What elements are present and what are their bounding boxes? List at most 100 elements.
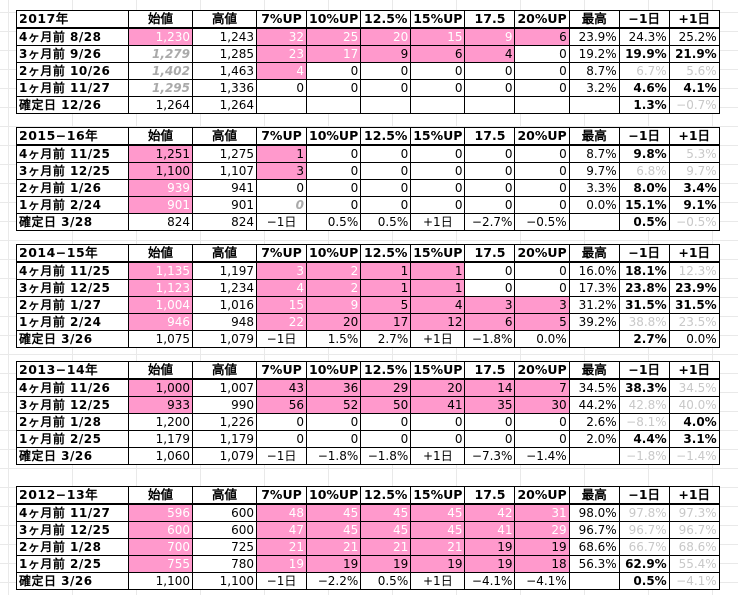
cell-up15[interactable]: +1日 [410, 447, 466, 465]
cell-max[interactable]: 17.3% [568, 279, 620, 297]
cell-high-price[interactable]: 600 [192, 521, 257, 539]
cell-high-price[interactable]: 1,264 [192, 96, 257, 114]
header-open-price[interactable]: 始値 [128, 127, 193, 146]
cell-up15[interactable]: 0 [410, 144, 466, 163]
cell-up17-5[interactable]: 0 [464, 79, 516, 97]
cell-up20[interactable]: 0 [514, 261, 570, 280]
cell-label[interactable]: 1ヶ月前 2/25 [16, 430, 129, 448]
cell-up10[interactable]: 0 [305, 196, 362, 214]
cell-up7[interactable]: 23 [256, 45, 307, 63]
cell-high-price[interactable]: 1,179 [192, 430, 257, 448]
cell-up20[interactable]: 7 [514, 378, 570, 397]
cell-up15[interactable]: 21 [410, 538, 466, 556]
cell-open-price[interactable]: 600 [128, 521, 193, 539]
cell-up17-5[interactable]: 0 [464, 179, 516, 197]
cell-plus1day[interactable]: 9.1% [668, 196, 720, 214]
cell-up7[interactable]: 47 [256, 521, 307, 539]
cell-label[interactable]: 4ヶ月前 11/26 [16, 378, 129, 397]
cell-up20[interactable]: 0 [514, 196, 570, 214]
cell-open-price[interactable]: 1,135 [128, 261, 193, 280]
cell-minus1day[interactable]: 42.8% [618, 396, 670, 414]
cell-high-price[interactable]: 1,285 [192, 45, 257, 63]
cell-max[interactable] [568, 96, 620, 114]
cell-plus1day[interactable]: 5.6% [668, 62, 720, 80]
cell-up20[interactable]: 18 [514, 555, 570, 573]
cell-up17-5[interactable]: 0 [464, 162, 516, 180]
header-up17-5[interactable]: 17.5 [464, 244, 516, 263]
header-high-price[interactable]: 高値 [192, 486, 257, 505]
cell-up10[interactable]: 0 [305, 79, 362, 97]
cell-open-price[interactable]: 755 [128, 555, 193, 573]
cell-up15[interactable]: 0 [410, 196, 466, 214]
cell-minus1day[interactable]: 8.0% [618, 179, 670, 197]
cell-up17-5[interactable]: 41 [464, 521, 516, 539]
cell-up7[interactable]: 0 [256, 196, 307, 214]
cell-up10[interactable]: 45 [305, 503, 362, 522]
header-up12-5[interactable]: 12.5% [360, 486, 412, 505]
cell-minus1day[interactable]: 38.8% [618, 313, 670, 331]
header-up17-5[interactable]: 17.5 [464, 361, 516, 380]
header-minus1day[interactable]: −1日 [618, 10, 670, 29]
cell-minus1day[interactable]: 96.7% [618, 521, 670, 539]
header-plus1day[interactable]: +1日 [668, 486, 720, 505]
header-minus1day[interactable]: −1日 [618, 486, 670, 505]
cell-up10[interactable]: 0 [305, 62, 362, 80]
cell-open-price[interactable]: 933 [128, 396, 193, 414]
cell-high-price[interactable]: 725 [192, 538, 257, 556]
header-up10[interactable]: 10%UP [305, 244, 362, 263]
header-up15[interactable]: 15%UP [410, 10, 466, 29]
cell-plus1day[interactable]: 40.0% [668, 396, 720, 414]
cell-up20[interactable]: 30 [514, 396, 570, 414]
cell-open-price[interactable]: 1,200 [128, 413, 193, 431]
cell-open-price[interactable]: 700 [128, 538, 193, 556]
header-up17-5[interactable]: 17.5 [464, 486, 516, 505]
cell-max[interactable]: 0.0% [568, 196, 620, 214]
cell-up10[interactable]: 45 [305, 521, 362, 539]
cell-max[interactable]: 34.5% [568, 378, 620, 397]
cell-up10[interactable]: −1.8% [305, 447, 362, 465]
header-up12-5[interactable]: 12.5% [360, 244, 412, 263]
cell-open-price[interactable]: 1,100 [128, 162, 193, 180]
cell-up15[interactable]: 45 [410, 521, 466, 539]
cell-plus1day[interactable]: 21.9% [668, 45, 720, 63]
cell-minus1day[interactable]: 0.5% [618, 213, 670, 231]
cell-up10[interactable]: 9 [305, 296, 362, 314]
cell-plus1day[interactable]: 23.5% [668, 313, 720, 331]
cell-up20[interactable]: 0 [514, 279, 570, 297]
cell-plus1day[interactable]: 34.5% [668, 378, 720, 397]
cell-up17-5[interactable] [464, 96, 516, 114]
cell-open-price[interactable]: 1,100 [128, 572, 193, 590]
cell-up7[interactable]: 0 [256, 430, 307, 448]
cell-plus1day[interactable]: 31.5% [668, 296, 720, 314]
cell-up7[interactable]: 4 [256, 62, 307, 80]
cell-plus1day[interactable]: −0.5% [668, 213, 720, 231]
cell-open-price[interactable]: 1,251 [128, 144, 193, 163]
cell-up12-5[interactable]: 50 [360, 396, 412, 414]
cell-plus1day[interactable]: 96.7% [668, 521, 720, 539]
cell-up12-5[interactable]: 0.5% [360, 213, 412, 231]
cell-max[interactable]: 44.2% [568, 396, 620, 414]
header-up12-5[interactable]: 12.5% [360, 361, 412, 380]
cell-minus1day[interactable]: 2.7% [618, 330, 670, 348]
cell-open-price[interactable]: 1,179 [128, 430, 193, 448]
cell-up10[interactable]: 1.5% [305, 330, 362, 348]
cell-up15[interactable]: 0 [410, 79, 466, 97]
cell-up15[interactable]: 0 [410, 179, 466, 197]
header-up20[interactable]: 20%UP [514, 127, 570, 146]
cell-label[interactable]: 3ヶ月前 12/25 [16, 279, 129, 297]
cell-minus1day[interactable]: 9.8% [618, 144, 670, 163]
header-up15[interactable]: 15%UP [410, 486, 466, 505]
cell-open-price[interactable]: 946 [128, 313, 193, 331]
cell-max[interactable]: 19.2% [568, 45, 620, 63]
cell-minus1day[interactable]: 15.1% [618, 196, 670, 214]
cell-up17-5[interactable]: −2.7% [464, 213, 516, 231]
cell-label[interactable]: 4ヶ月前 11/25 [16, 261, 129, 280]
cell-max[interactable]: 68.6% [568, 538, 620, 556]
header-high-price[interactable]: 高値 [192, 244, 257, 263]
header-up10[interactable]: 10%UP [305, 486, 362, 505]
cell-max[interactable]: 16.0% [568, 261, 620, 280]
cell-up17-5[interactable]: 0 [464, 144, 516, 163]
header-up7[interactable]: 7%UP [256, 244, 307, 263]
cell-up12-5[interactable]: 45 [360, 521, 412, 539]
cell-high-price[interactable]: 600 [192, 503, 257, 522]
